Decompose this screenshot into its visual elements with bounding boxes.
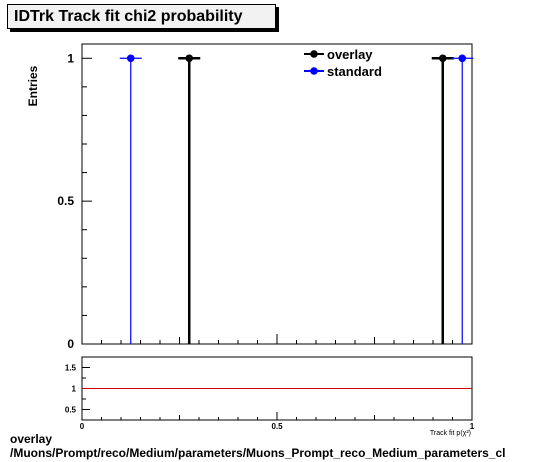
main-x-axis <box>81 334 473 344</box>
legend-label: standard <box>327 64 382 79</box>
data-point <box>185 54 194 63</box>
chart-title: IDTrk Track fit chi2 probability <box>14 8 243 25</box>
ratio-x-axis: 0 0.5 1 <box>80 412 475 431</box>
ratio-x-tick-label: 0.5 <box>271 422 283 431</box>
caption-line-1: overlay <box>10 432 53 446</box>
series-overlay <box>178 54 454 344</box>
y-tick-label: 1 <box>67 51 74 65</box>
ratio-y-tick-label: 0.5 <box>65 406 77 415</box>
caption-line-2: /Muons/Prompt/reco/Medium/parameters/Muo… <box>10 446 506 460</box>
data-point <box>126 54 135 63</box>
x-axis-label: Track fit p(χ²) <box>430 430 471 437</box>
title-box: IDTrk Track fit chi2 probability <box>7 4 276 29</box>
y-axis-label: Entries <box>26 65 40 106</box>
legend-label: overlay <box>327 47 373 62</box>
ratio-x-tick-label: 1 <box>470 422 475 431</box>
data-point <box>458 54 467 63</box>
ratio-y-tick-label: 1.5 <box>65 364 77 373</box>
legend: overlay standard <box>304 47 382 79</box>
data-point <box>438 54 447 63</box>
ratio-y-tick-label: 1 <box>72 385 77 394</box>
legend-marker <box>310 50 318 58</box>
y-tick-label: 0.5 <box>57 194 74 208</box>
main-plot-frame <box>81 43 473 345</box>
legend-marker <box>310 67 318 75</box>
series-layer <box>119 54 474 344</box>
series-standard <box>119 54 474 344</box>
y-tick-label: 0 <box>67 337 74 351</box>
ratio-x-tick-label: 0 <box>80 422 85 431</box>
main-y-axis: 00.51 <box>57 51 92 351</box>
